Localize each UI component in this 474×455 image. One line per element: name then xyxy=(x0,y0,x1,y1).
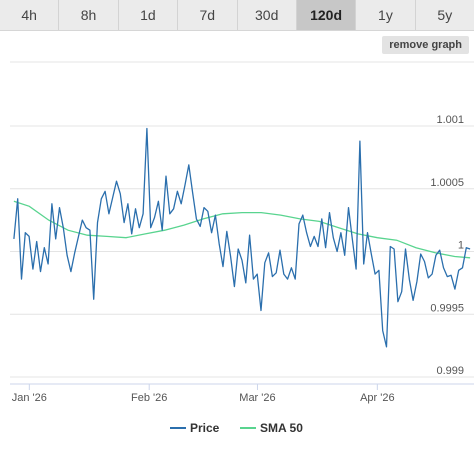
chart-legend: Price SMA 50 xyxy=(170,421,303,435)
legend-label-1: SMA 50 xyxy=(260,421,303,435)
x-axis-labels: Jan '26 Feb '26 Mar '26 Apr '26 xyxy=(12,392,395,404)
x-tick-label-2: Mar '26 xyxy=(239,392,275,404)
range-tab-5y[interactable]: 5y xyxy=(415,0,474,30)
y-tick-label-1: 0.9995 xyxy=(430,302,464,314)
price-series xyxy=(13,127,471,348)
y-tick-label-2: 1 xyxy=(458,240,464,252)
price-line xyxy=(13,127,471,348)
range-tab-1y[interactable]: 1y xyxy=(356,0,416,30)
range-tab-1d[interactable]: 1d xyxy=(118,0,179,30)
y-axis-labels: 0.999 0.9995 1 1.0005 1.001 xyxy=(430,114,464,377)
x-tick-label-3: Apr '26 xyxy=(360,392,395,404)
x-tick-label-1: Feb '26 xyxy=(131,392,167,404)
y-tick-label-3: 1.0005 xyxy=(430,177,464,189)
range-tabs: 4h 8h 1d 7d 30d 120d 1y 5y xyxy=(0,0,474,31)
legend-label-0: Price xyxy=(190,421,220,435)
range-tab-120d[interactable]: 120d xyxy=(296,0,357,30)
chart-grid xyxy=(10,61,474,378)
y-tick-label-4: 1.001 xyxy=(436,114,464,126)
range-tab-7d[interactable]: 7d xyxy=(178,0,238,30)
sma-series xyxy=(13,200,471,259)
range-tab-4h[interactable]: 4h xyxy=(0,0,60,30)
x-axis xyxy=(10,383,474,390)
legend-item-0[interactable]: Price xyxy=(170,421,220,435)
sma-line xyxy=(13,200,471,259)
range-tab-8h[interactable]: 8h xyxy=(59,0,119,30)
x-tick-label-0: Jan '26 xyxy=(12,392,47,404)
y-tick-label-0: 0.999 xyxy=(436,365,464,377)
range-tab-30d[interactable]: 30d xyxy=(237,0,297,30)
legend-item-1[interactable]: SMA 50 xyxy=(240,421,303,435)
remove-graph-button[interactable]: remove graph xyxy=(382,36,469,54)
